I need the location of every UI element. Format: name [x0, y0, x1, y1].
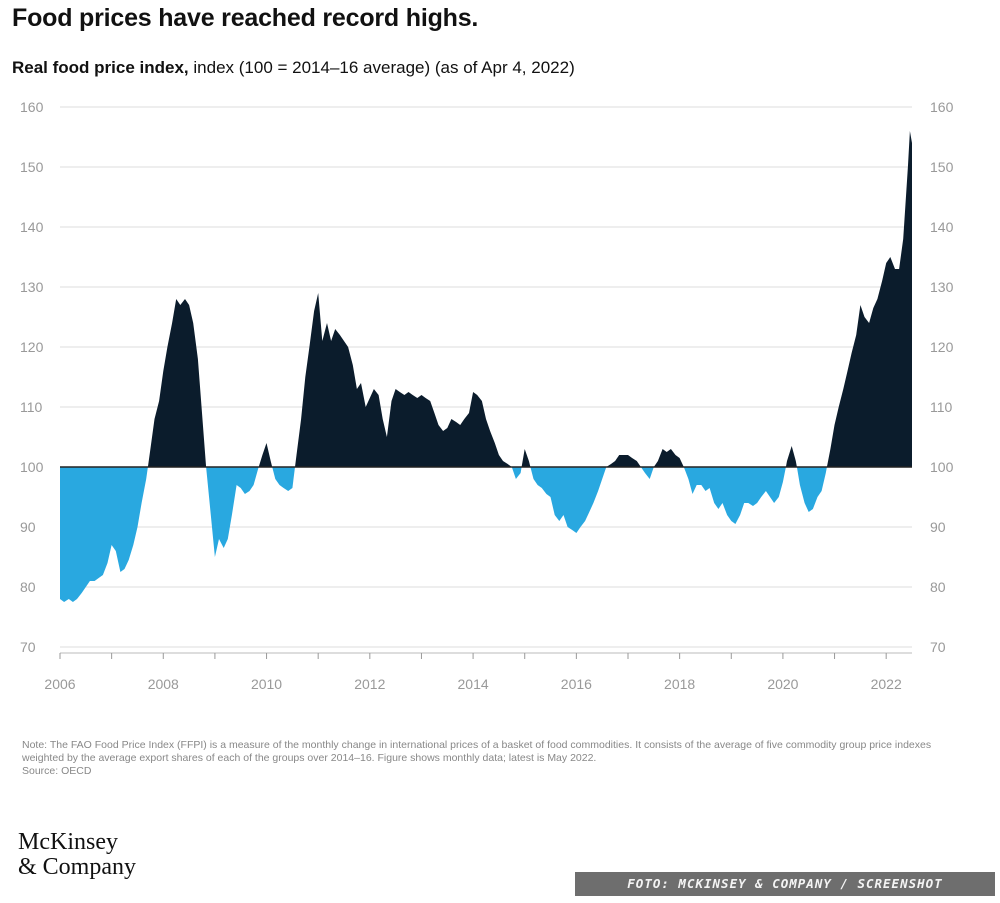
y-tick-right-120: 120	[930, 339, 954, 355]
y-tick-left-110: 110	[20, 399, 43, 415]
x-tick-label-2012: 2012	[354, 676, 385, 692]
x-tick-label-2014: 2014	[458, 676, 489, 692]
above-area-13	[785, 446, 797, 467]
y-tick-left-70: 70	[20, 639, 36, 655]
below-area-12	[683, 467, 786, 524]
y-tick-right-160: 160	[930, 99, 954, 115]
y-tick-left-140: 140	[20, 219, 44, 235]
chart-title: Food prices have reached record highs.	[12, 4, 479, 32]
y-tick-right-80: 80	[930, 579, 946, 595]
below-area-6	[511, 467, 522, 479]
mckinsey-logo: McKinsey & Company	[18, 830, 136, 880]
y-tick-left-100: 100	[20, 459, 44, 475]
below-area-2	[206, 467, 259, 557]
y-tick-left-130: 130	[20, 279, 44, 295]
y-tick-right-140: 140	[930, 219, 954, 235]
source-text: Source: OECD	[22, 765, 92, 777]
y-tick-left-120: 120	[20, 339, 44, 355]
note-text: Note: The FAO Food Price Index (FFPI) is…	[22, 739, 932, 764]
x-tick-label-2006: 2006	[44, 676, 75, 692]
price-index-chart: 160 160 150 150 140 140 130 130 120 120 110 110 100 1…	[20, 99, 954, 692]
above-area-15	[826, 131, 912, 467]
y-tick-right-150: 150	[930, 159, 954, 175]
below-area-0	[60, 467, 148, 602]
y-tick-left-150: 150	[20, 159, 44, 175]
above-area-1	[147, 299, 207, 467]
y-tick-right-90: 90	[930, 519, 946, 535]
x-tick-label-2018: 2018	[664, 676, 695, 692]
subtitle-bold: Real food price index,	[12, 58, 189, 77]
y-tick-left-80: 80	[20, 579, 36, 595]
below-area-4	[272, 467, 295, 491]
subtitle-rest: index (100 = 2014–16 average) (as of Apr…	[188, 58, 575, 77]
above-area-5	[295, 293, 512, 467]
below-area-8	[530, 467, 607, 533]
x-tick-label-2008: 2008	[148, 676, 179, 692]
logo-line-1: McKinsey	[18, 829, 118, 855]
y-tick-right-100: 100	[930, 459, 954, 475]
above-area-9	[606, 455, 641, 467]
y-tick-left-160: 160	[20, 99, 44, 115]
logo-line-2: & Company	[18, 854, 136, 880]
y-tick-right-70: 70	[930, 639, 946, 655]
y-tick-right-130: 130	[930, 279, 954, 295]
x-tick-label-2022: 2022	[871, 676, 902, 692]
above-area-3	[258, 443, 273, 467]
chart-subtitle: Real food price index, index (100 = 2014…	[12, 58, 575, 78]
below-area-14	[796, 467, 827, 512]
y-tick-right-110: 110	[930, 399, 953, 415]
y-tick-left-90: 90	[20, 519, 36, 535]
x-tick-label-2010: 2010	[251, 676, 282, 692]
x-tick-label-2016: 2016	[561, 676, 592, 692]
x-tick-label-2020: 2020	[767, 676, 798, 692]
photo-credit-badge: FOTO: MCKINSEY & COMPANY / SCREENSHOT	[575, 872, 995, 896]
above-area-11	[653, 449, 684, 467]
above-area-7	[521, 449, 531, 467]
below-area-10	[640, 467, 654, 479]
chart-note: Note: The FAO Food Price Index (FFPI) is…	[22, 739, 952, 778]
